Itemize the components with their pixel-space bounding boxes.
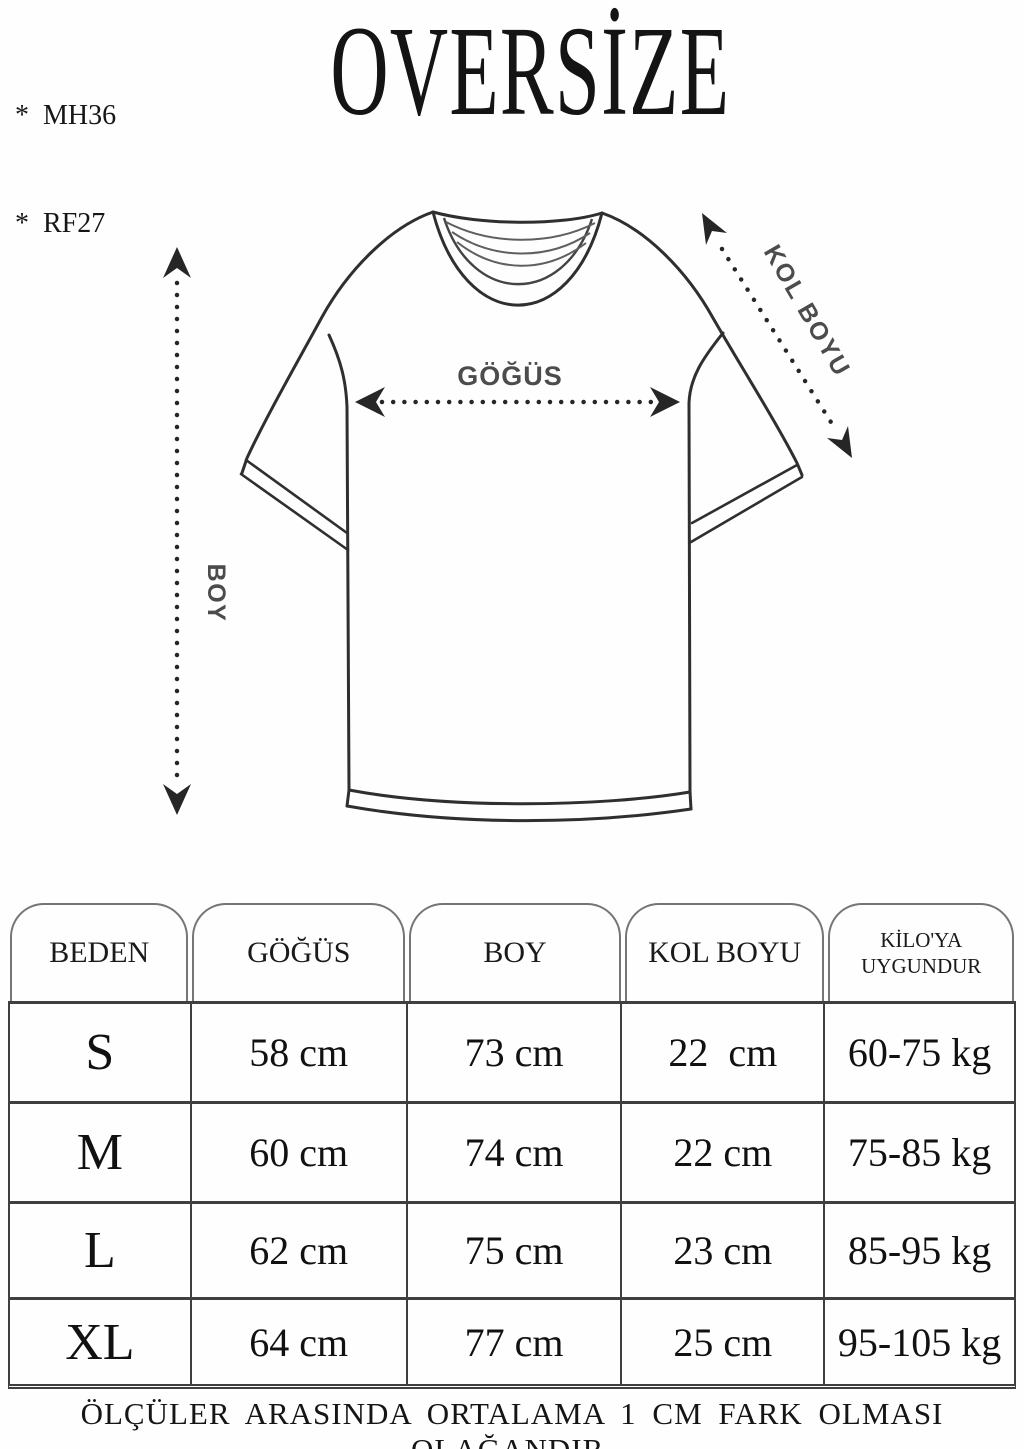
size-cell: S (10, 1004, 192, 1101)
column-header-label: KİLO'YA UYGUNDUR (861, 928, 982, 978)
back-collar-top-edge (431, 210, 604, 224)
collar-inner (442, 217, 594, 286)
sleeve-arrowhead-bottom (827, 426, 852, 458)
column-header-boy: BOY (409, 903, 621, 1001)
size-cell: XL (10, 1300, 192, 1384)
footer-note: ÖLÇÜLER ARASINDA ORTALAMA 1 CM FARK OLMA… (80, 1396, 944, 1449)
length-label: BOY (202, 564, 230, 623)
left-cuff-band-bottom (239, 472, 350, 552)
column-header-beden: BEDEN (10, 903, 189, 1001)
length-measure-arrow: BOY (163, 247, 230, 815)
left-shoulder-sleeve (240, 210, 435, 475)
table-row-xl: XL 64 cm 77 cm 25 cm 95-105 kg (8, 1300, 1016, 1389)
product-codes: * MH36 * RF27 (15, 26, 116, 314)
collar-rib-lines (445, 221, 596, 267)
size-table-header: BEDEN GÖĞÜS BOY KOL BOYU KİLO'YA UYGUNDU… (8, 903, 1016, 1004)
column-header-label: BEDEN (49, 936, 150, 969)
chest-cell: 64 cm (192, 1300, 408, 1384)
weight-cell: 60-75 kg (847, 1030, 992, 1075)
column-header-label: GÖĞÜS (247, 936, 351, 969)
length-arrowhead-top (163, 247, 191, 278)
column-header-gogus: GÖĞÜS (192, 903, 406, 1001)
chest-measure-arrow: GÖĞÜS (355, 360, 680, 417)
chest-arrowhead-left (355, 387, 385, 417)
product-code-1: * MH36 (15, 100, 117, 131)
tshirt-outline (240, 210, 804, 823)
hem-band-bottom (345, 804, 693, 823)
collar-rib-line-2 (451, 231, 591, 255)
column-header-label: KOL BOYU (648, 936, 802, 969)
chest-arrowhead-right (650, 387, 680, 417)
sleeve-cell: 22 cm (622, 1104, 826, 1201)
collar-outer (431, 210, 604, 307)
weight-cell: 75-85 kg (847, 1130, 992, 1175)
collar-rib-line-1 (445, 221, 596, 241)
chest-label: GÖĞÜS (457, 360, 563, 391)
sleeve-cell: 25 cm (622, 1300, 826, 1384)
weight-cell: 95-105 kg (837, 1319, 1002, 1365)
weight-cell: 85-95 kg (847, 1228, 992, 1273)
table-row-l: L 62 cm 75 cm 23 cm 85-95 kg (8, 1204, 1016, 1300)
product-code-2: * RF27 (15, 208, 106, 239)
tshirt-measurement-diagram: GÖĞÜS BOY KOL BOYU (163, 210, 856, 823)
sleeve-arrowhead-top (702, 213, 727, 245)
size-table: BEDEN GÖĞÜS BOY KOL BOYU KİLO'YA UYGUNDU… (8, 903, 1016, 1389)
length-cell: 73 cm (408, 1004, 623, 1101)
left-body-edge (327, 333, 351, 808)
column-header-kilo: KİLO'YA UYGUNDUR (828, 903, 1014, 1001)
page-title: OVERSİZE (330, 0, 730, 142)
column-header-label: BOY (483, 936, 547, 969)
column-header-kol-boyu: KOL BOYU (624, 903, 825, 1001)
hem-band-top (347, 788, 692, 806)
title-wrap: OVERSİZE (18, 0, 1024, 142)
sleeve-cell: 23 cm (622, 1204, 826, 1297)
right-body-edge (687, 331, 725, 811)
length-cell: 77 cm (408, 1300, 623, 1384)
left-cuff-band-top (244, 458, 349, 535)
right-cuff-band-top (690, 463, 799, 525)
collar-rib-line-3 (456, 241, 587, 267)
size-cell: M (10, 1104, 192, 1201)
sleeve-dotted-line (719, 246, 837, 430)
length-cell: 75 cm (408, 1204, 623, 1297)
length-arrowhead-bottom (163, 784, 191, 815)
sleeve-label: KOL BOYU (758, 240, 856, 382)
cuff-bands (239, 458, 804, 552)
sleeve-cell: 22 cm (622, 1004, 826, 1101)
chest-cell: 60 cm (192, 1104, 408, 1201)
table-row-m: M 60 cm 74 cm 22 cm 75-85 kg (8, 1104, 1016, 1204)
length-cell: 74 cm (408, 1104, 623, 1201)
sleeve-measure-arrow: KOL BOYU (702, 213, 856, 458)
chest-cell: 58 cm (192, 1004, 408, 1101)
right-shoulder-sleeve (600, 211, 804, 477)
table-row-s: S 58 cm 73 cm 22 cm 60-75 kg (8, 1004, 1016, 1104)
chest-cell: 62 cm (192, 1204, 408, 1297)
right-cuff-band-bottom (689, 475, 804, 544)
size-cell: L (10, 1204, 192, 1297)
